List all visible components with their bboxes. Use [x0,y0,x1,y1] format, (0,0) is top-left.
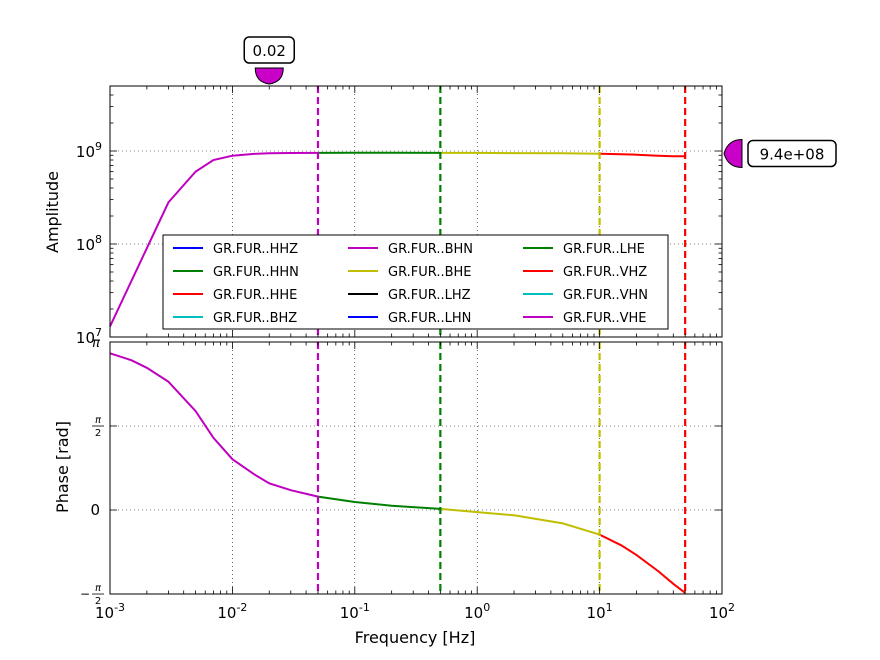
frequency-marker-label: 0.02 [253,42,286,60]
frequency-marker-box [243,36,295,64]
amp-curve-segment [440,151,600,155]
amp-curve-segment [599,152,686,158]
amp-y-tick-label: 108 [76,233,102,254]
legend-label: GR.FUR..VHZ [563,265,647,280]
amp-frame [109,85,723,338]
phase-y-tick-label: 0 [90,501,100,519]
amplitude-marker-box [747,139,837,168]
legend-item: GR.FUR..BHZ [173,311,297,326]
phase-axis-label: Phase [rad] [53,421,72,513]
legend-label: GR.FUR..BHN [388,242,473,257]
cursor-markers: 0.02 9.4e+08 [243,36,837,169]
amplitude-axis-label: Amplitude [43,171,62,253]
phase-y-tick-num: π [95,415,102,426]
amplitude-marker-label: 9.4e+08 [760,146,825,164]
phase-y-tick-label: π2 [92,415,104,439]
legend-item: GR.FUR..HHN [173,265,299,280]
x-tick-label: 100 [464,601,490,622]
legend-label: GR.FUR..BHZ [213,311,297,326]
legend-label: GR.FUR..LHE [563,242,645,257]
legend-label: GR.FUR..LHZ [388,288,471,303]
x-tick-label: 102 [709,601,735,622]
amp-y-tick-label: 107 [76,326,102,347]
x-tick-label: 10-1 [340,601,370,622]
legend-label: GR.FUR..HHN [213,265,299,280]
legend-item: GR.FUR..VHN [523,288,648,303]
legend-label: GR.FUR..HHZ [213,242,298,257]
x-tick-label: 10-3 [95,601,125,622]
phase-curve-segment [317,495,441,510]
legend-item: GR.FUR..LHE [523,242,645,257]
amplitude-marker-pointer [723,139,743,169]
phase-curve-segment [109,352,319,498]
legend-item: GR.FUR..BHN [348,242,473,257]
x-tick-label: 10-2 [217,601,247,622]
x-tick-label: 101 [587,601,613,622]
legend-label: GR.FUR..HHE [213,288,297,303]
frequency-marker-pointer [254,67,284,85]
phase-plot-area [110,342,722,594]
phase-y-tick-den: 2 [95,596,101,607]
frequency-marker: 0.02 [243,36,295,85]
amp-y-tick-label: 109 [76,140,102,161]
legend-item: GR.FUR..VHE [523,311,646,326]
chart-legend: GR.FUR..HHZ GR.FUR..HHN GR.FUR..HHE GR.FUR.… [162,234,669,330]
legend-label: GR.FUR..LHN [388,311,471,326]
phase-y-tick-sign: − [80,587,90,601]
phase-y-tick-den: 2 [95,428,101,439]
legend-item: GR.FUR..LHZ [348,288,471,303]
amplitude-marker: 9.4e+08 [723,139,837,169]
phase-curve-segment [599,533,686,594]
legend-box [162,234,669,330]
legend-label: GR.FUR..VHN [563,288,648,303]
legend-item: GR.FUR..BHE [348,265,472,280]
x-axis-ticks: 10-3 10-2 10-1 100 101 102 [95,601,735,622]
phase-y-tick-label: π 2− [80,583,104,607]
legend-item: GR.FUR..HHZ [173,242,298,257]
phase-frame [109,341,723,595]
phase-curve-segment [440,507,600,536]
legend-item: GR.FUR..HHE [173,288,297,303]
legend-label: GR.FUR..VHE [563,311,646,326]
amp-curve-segment [109,151,319,327]
x-axis-label: Frequency [Hz] [355,628,476,647]
phase-y-tick-num: π [95,583,102,594]
legend-item: GR.FUR..VHZ [523,265,647,280]
phase-y-tick-label: π [92,336,100,351]
legend-label: GR.FUR..BHE [388,265,472,280]
legend-item: GR.FUR..LHN [348,311,471,326]
